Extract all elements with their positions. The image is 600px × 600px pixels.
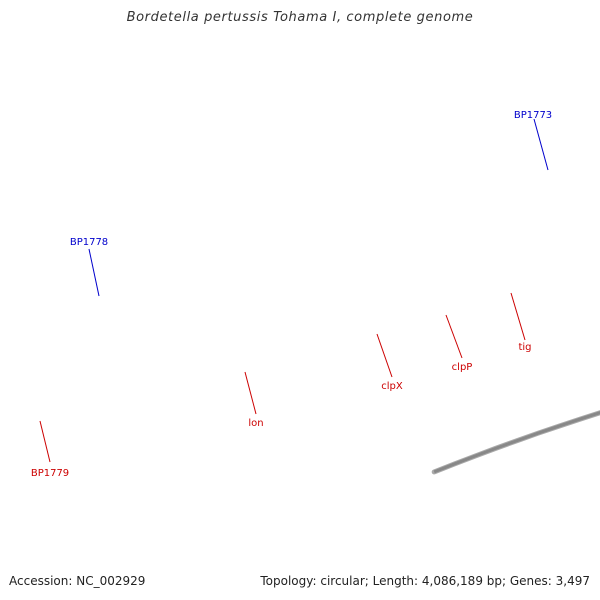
label-leaders-layer	[39, 118, 549, 463]
gene-label: clpP	[452, 362, 473, 373]
leader-line	[510, 292, 526, 341]
gene-label: clpX	[381, 381, 403, 392]
genome-summary-text: Topology: circular; Length: 4,086,189 bp…	[260, 574, 590, 588]
genome-backbone-shadow	[431, 410, 600, 475]
gene-label: BP1773	[514, 110, 552, 121]
gene-label: tig	[518, 342, 531, 353]
leader-line	[244, 371, 257, 415]
genome-backbone-layer	[431, 410, 600, 475]
leader-line	[376, 333, 393, 378]
map-title: Bordetella pertussis Tohama I, complete …	[126, 10, 474, 25]
gene-label: BP1778	[70, 237, 108, 248]
accession-text: Accession: NC_002929	[9, 574, 146, 588]
leader-line	[445, 314, 463, 359]
gene-label: BP1779	[31, 468, 69, 479]
leader-line	[88, 248, 100, 297]
genome-backbone	[433, 411, 600, 474]
labels-layer: 1863 kbp1864 kbp1865 kbp1866 kbp1867 kbp…	[31, 110, 552, 479]
leader-line	[533, 118, 549, 171]
gene-label: lon	[248, 418, 263, 429]
leader-line	[39, 420, 51, 463]
